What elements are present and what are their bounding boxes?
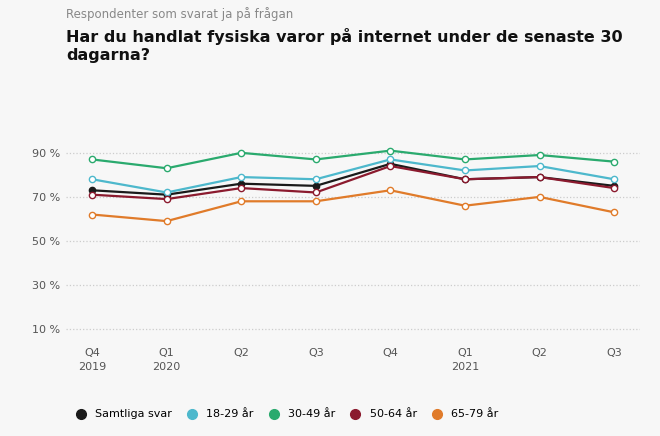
65-79 år — [238, 199, 246, 204]
30-49 år — [610, 159, 618, 164]
50-64 år — [163, 197, 171, 202]
50-64 år — [386, 164, 394, 169]
30-49 år — [312, 157, 320, 162]
50-64 år — [535, 174, 543, 180]
18-29 år — [461, 168, 469, 173]
18-29 år — [163, 190, 171, 195]
Line: 65-79 år: 65-79 år — [89, 187, 617, 224]
Samtliga svar — [386, 161, 394, 167]
Line: Samtliga svar: Samtliga svar — [89, 161, 617, 198]
65-79 år — [312, 199, 320, 204]
Legend: Samtliga svar, 18-29 år, 30-49 år, 50-64 år, 65-79 år: Samtliga svar, 18-29 år, 30-49 år, 50-64… — [65, 405, 503, 424]
Samtliga svar — [461, 177, 469, 182]
Samtliga svar — [610, 183, 618, 188]
18-29 år — [88, 177, 96, 182]
65-79 år — [610, 210, 618, 215]
30-49 år — [163, 166, 171, 171]
Samtliga svar — [535, 174, 543, 180]
65-79 år — [386, 187, 394, 193]
Samtliga svar — [238, 181, 246, 186]
Text: Respondenter som svarat ja på frågan: Respondenter som svarat ja på frågan — [66, 7, 293, 20]
18-29 år — [238, 174, 246, 180]
50-64 år — [312, 190, 320, 195]
Samtliga svar — [312, 183, 320, 188]
30-49 år — [386, 148, 394, 153]
30-49 år — [88, 157, 96, 162]
18-29 år — [535, 164, 543, 169]
50-64 år — [238, 185, 246, 191]
18-29 år — [312, 177, 320, 182]
Line: 18-29 år: 18-29 år — [89, 157, 617, 196]
Samtliga svar — [163, 192, 171, 198]
Text: Har du handlat fysiska varor på internet under de senaste 30 dagarna?: Har du handlat fysiska varor på internet… — [66, 28, 622, 63]
50-64 år — [88, 192, 96, 198]
65-79 år — [535, 194, 543, 200]
65-79 år — [163, 218, 171, 224]
65-79 år — [88, 212, 96, 217]
18-29 år — [386, 157, 394, 162]
Line: 50-64 år: 50-64 år — [89, 163, 617, 202]
30-49 år — [238, 150, 246, 156]
Samtliga svar — [88, 187, 96, 193]
50-64 år — [610, 185, 618, 191]
65-79 år — [461, 203, 469, 208]
30-49 år — [461, 157, 469, 162]
18-29 år — [610, 177, 618, 182]
50-64 år — [461, 177, 469, 182]
30-49 år — [535, 153, 543, 158]
Line: 30-49 år: 30-49 år — [89, 147, 617, 171]
